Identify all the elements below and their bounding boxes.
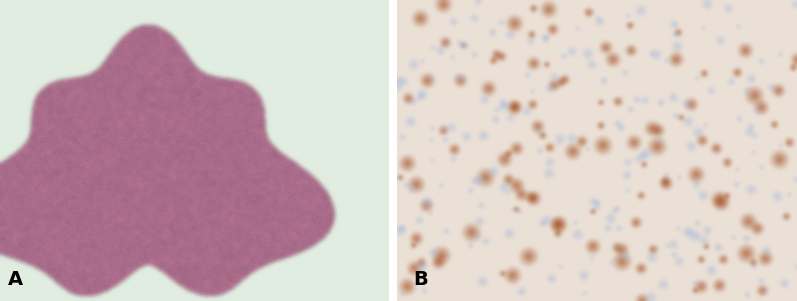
Text: A: A [8,270,23,289]
Text: B: B [413,270,428,289]
